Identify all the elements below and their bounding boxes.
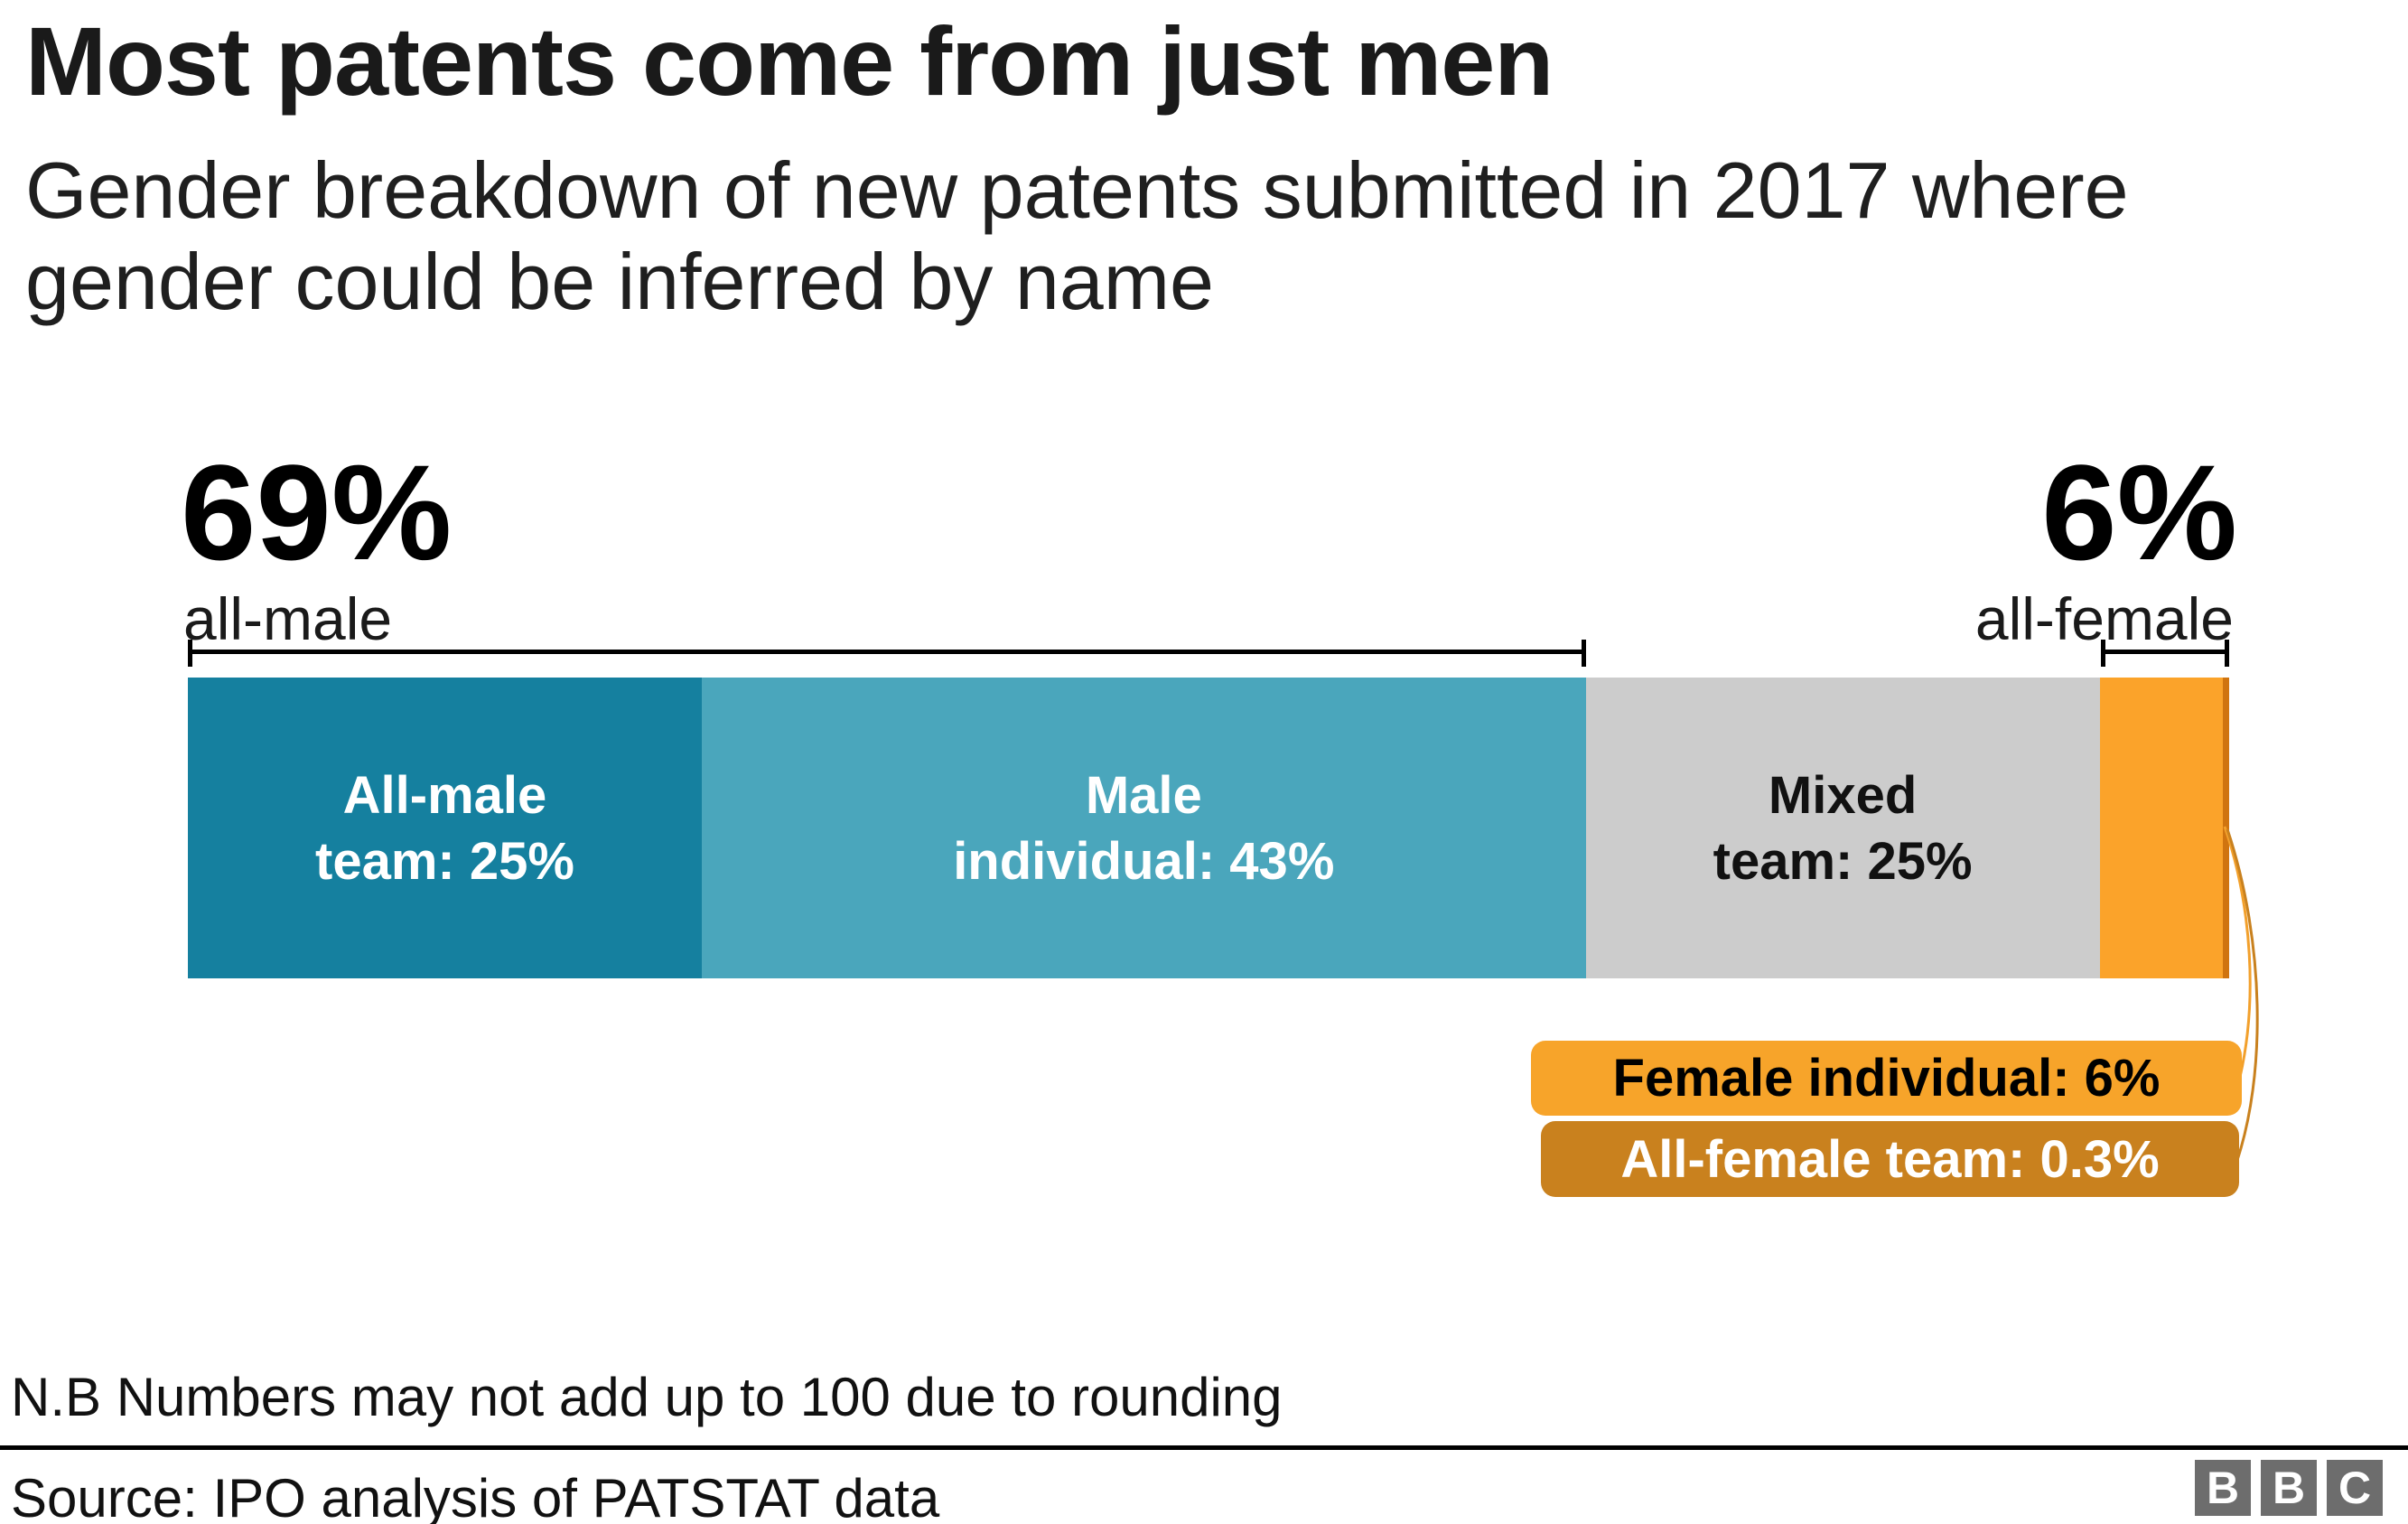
bar-segment-male-individual: Male individual: 43% [701,678,1586,978]
bar-segment-all-male-team: All-male team: 25% [188,678,702,978]
footer-divider [0,1445,2408,1450]
chart-subtitle: Gender breakdown of new patents submitte… [25,145,2129,327]
bar-segment-all-female-team [2223,678,2229,978]
bar-segment-label-line: team: 25% [315,831,574,891]
bbc-logo-letter-c: C [2327,1460,2383,1516]
bar-segment-label-line: individual: 43% [953,831,1335,891]
bar-segment-label-line: Male [1085,765,1202,825]
stacked-bar: All-male team: 25% Male individual: 43% Mixe… [188,678,2229,978]
bbc-logo-letter-b1: B [2195,1460,2251,1516]
callout-female-individual: Female individual: 6% [1531,1041,2242,1116]
annotation-label-all-female: all-female [1974,585,2234,652]
bracket-all-male-line [192,650,1582,654]
bracket-all-male [188,640,1587,667]
bar-segment-female-individual [2099,678,2224,978]
callout-all-female-team: All-female team: 0.3% [1541,1121,2239,1197]
bar-segment-label-line: All-male [342,765,547,825]
annotation-value-all-female: 6% [2041,436,2237,588]
bracket-all-female [2100,640,2229,667]
annotation-label-all-male: all-male [183,585,393,652]
bracket-all-female-line [2105,650,2225,654]
chart-subtitle-line2: gender could be inferred by name [25,237,1214,326]
annotation-value-all-male: 69% [181,436,453,588]
source-text: Source: IPO analysis of PATSTAT data [11,1468,940,1524]
bar-segment-label-line: team: 25% [1713,831,1973,891]
bar-segment-label-line: Mixed [1768,765,1918,825]
page-title: Most patents come from just men [25,6,1554,116]
rounding-note: N.B Numbers may not add up to 100 due to… [11,1367,1283,1427]
chart-subtitle-line1: Gender breakdown of new patents submitte… [25,145,2129,235]
bbc-logo: B B C [2195,1460,2383,1516]
bar-segment-mixed-team: Mixed team: 25% [1585,678,2100,978]
bbc-logo-letter-b2: B [2261,1460,2317,1516]
